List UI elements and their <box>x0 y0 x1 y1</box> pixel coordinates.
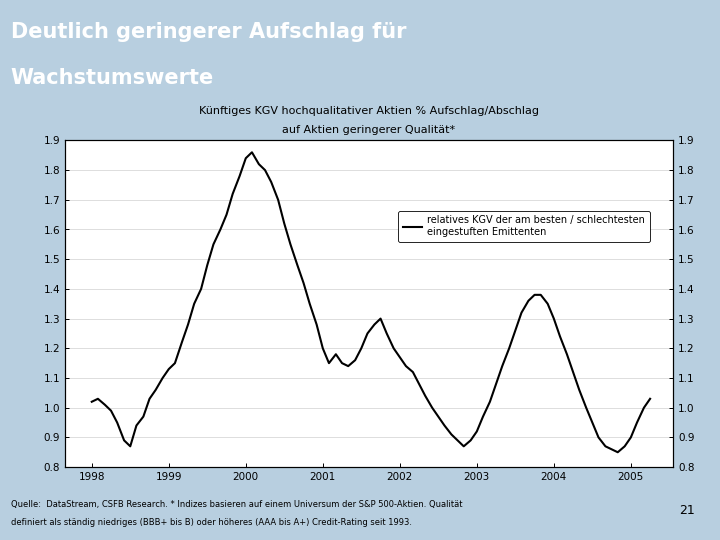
Text: Wachstumswerte: Wachstumswerte <box>11 68 214 88</box>
Text: Quelle:  DataStream, CSFB Research. * Indizes basieren auf einem Universum der S: Quelle: DataStream, CSFB Research. * Ind… <box>11 500 462 509</box>
Legend: relatives KGV der am besten / schlechtesten
eingestuften Emittenten: relatives KGV der am besten / schlechtes… <box>398 211 650 242</box>
Text: Künftiges KGV hochqualitativer Aktien % Aufschlag/Abschlag: Künftiges KGV hochqualitativer Aktien % … <box>199 106 539 116</box>
Text: Deutlich geringerer Aufschlag für: Deutlich geringerer Aufschlag für <box>11 22 406 42</box>
Text: 21: 21 <box>679 504 695 517</box>
Text: definiert als ständig niedriges (BBB+ bis B) oder höheres (AAA bis A+) Credit-Ra: definiert als ständig niedriges (BBB+ bi… <box>11 518 412 528</box>
Text: auf Aktien geringerer Qualität*: auf Aktien geringerer Qualität* <box>282 125 456 136</box>
